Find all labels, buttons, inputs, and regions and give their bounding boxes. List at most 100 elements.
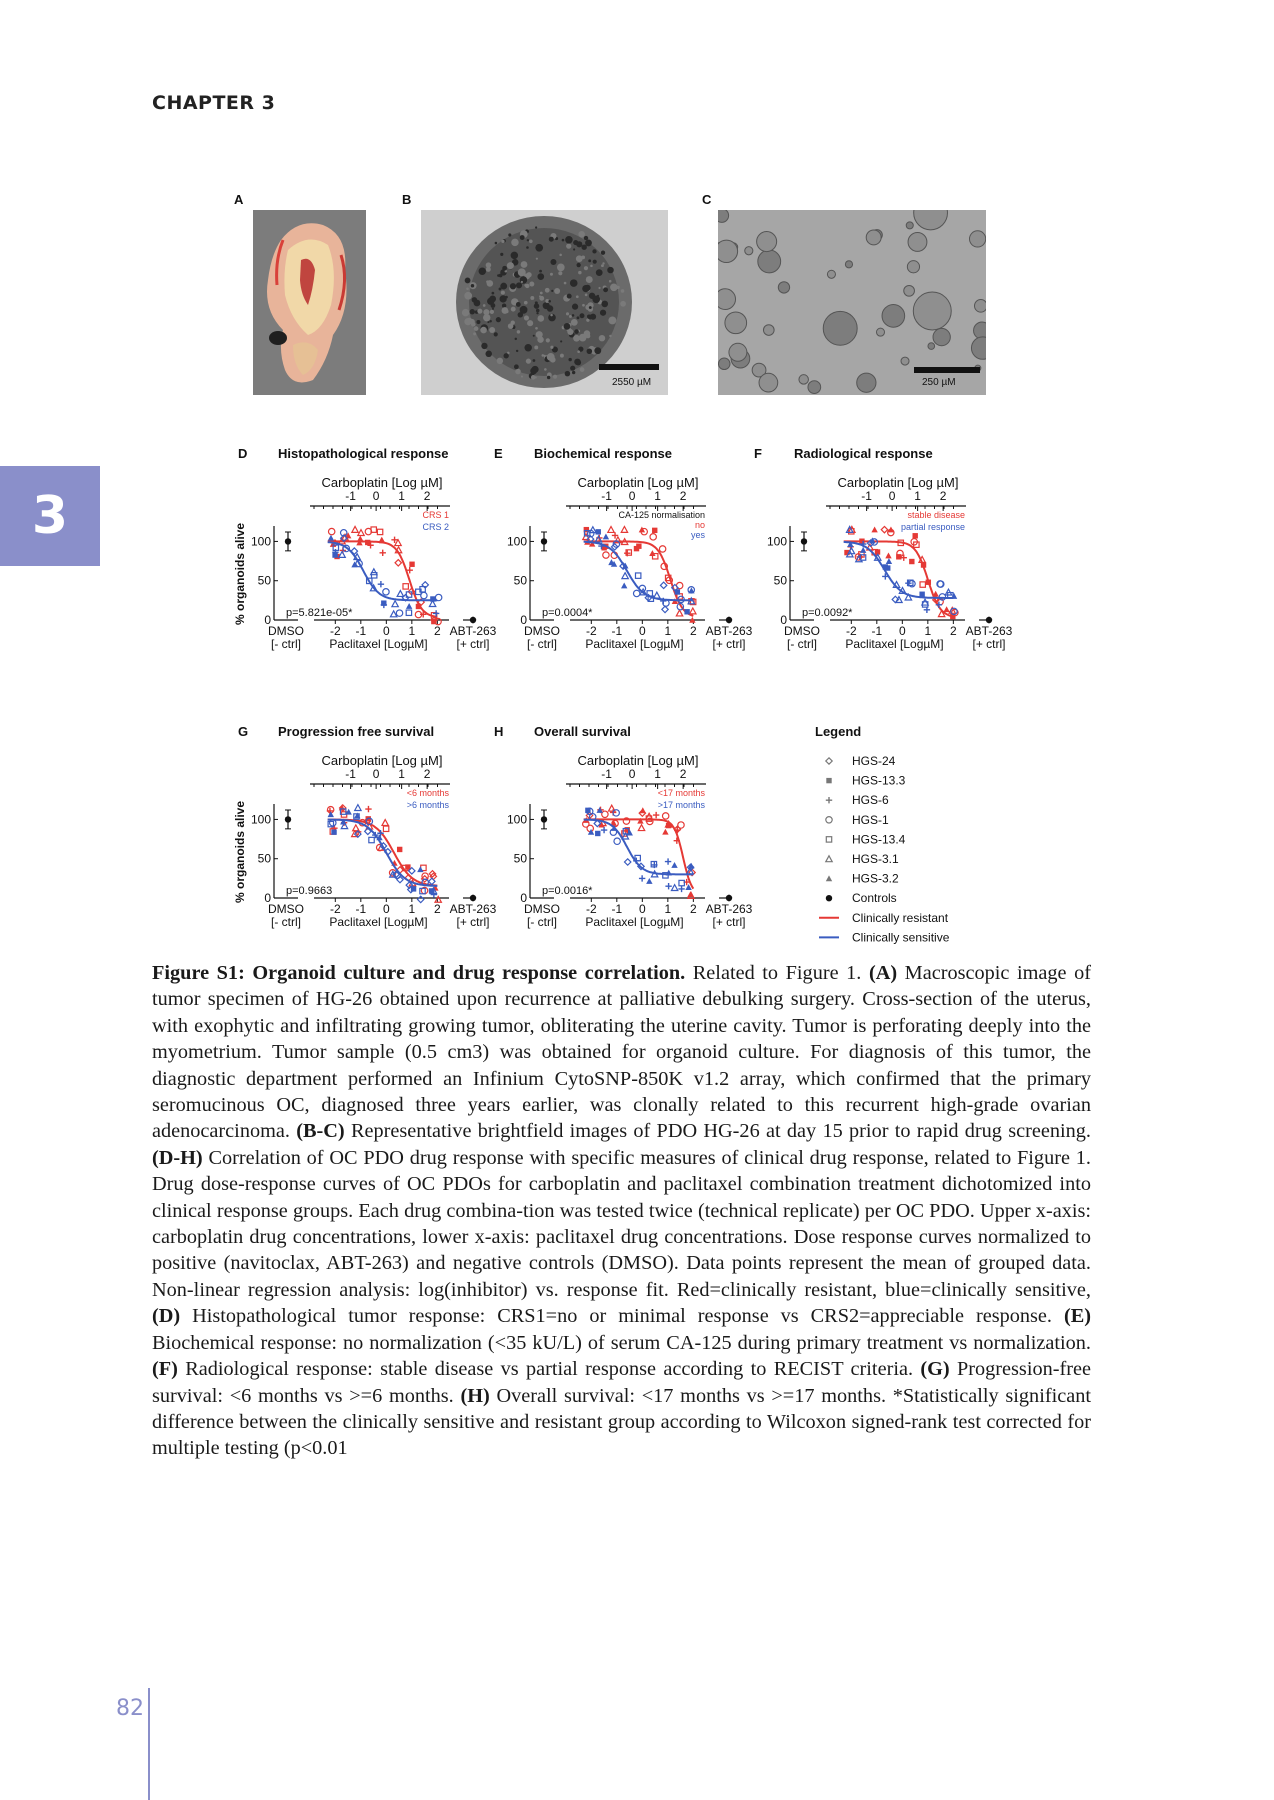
data-point	[357, 535, 364, 542]
data-point	[931, 595, 940, 604]
data-point	[434, 617, 442, 626]
organoid-dot	[496, 357, 504, 365]
data-point	[326, 807, 334, 815]
data-point	[363, 817, 372, 826]
data-point	[650, 860, 658, 868]
bottom-tick-label: 0	[383, 902, 390, 916]
data-point	[919, 581, 927, 588]
tumor-specimen-photo	[253, 210, 366, 395]
data-point	[639, 807, 647, 814]
organoid-dot	[578, 270, 582, 275]
data-point	[865, 542, 875, 551]
data-point	[376, 528, 384, 536]
organoid-dot	[567, 328, 574, 336]
organoid-dot	[581, 244, 587, 250]
data-point	[402, 583, 409, 590]
data-point	[943, 606, 950, 613]
organoid-dot	[505, 309, 509, 314]
top-axis-label: Carboplatin [Log µM]	[578, 753, 699, 768]
organoid-dot	[526, 239, 530, 242]
data-point	[896, 554, 902, 560]
organoid-dot	[608, 316, 617, 325]
organoid-dot	[571, 314, 575, 317]
data-point	[619, 562, 628, 571]
data-point	[331, 829, 337, 835]
organoid-dot	[513, 364, 519, 370]
organoid-dot	[548, 299, 551, 303]
data-point	[910, 537, 919, 546]
dmso-control-point	[540, 816, 548, 823]
data-point	[584, 538, 591, 545]
data-point	[621, 582, 628, 589]
data-point	[429, 872, 438, 881]
data-point	[420, 864, 427, 872]
legend-symbol-circle-filled	[825, 895, 833, 902]
fit-curve-sensitive	[327, 818, 438, 887]
top-tick-label: 1	[398, 767, 405, 781]
data-point	[350, 525, 360, 533]
bottom-tick-label: -2	[846, 624, 857, 638]
data-point	[394, 545, 403, 554]
organoid-dot	[565, 236, 573, 244]
data-point	[364, 527, 373, 536]
data-point	[637, 817, 644, 824]
data-point	[430, 891, 438, 898]
organoid-dot	[498, 287, 502, 291]
organoid-dot	[543, 354, 546, 358]
data-point	[951, 608, 959, 617]
organoid-dot	[517, 268, 526, 277]
caption-panel-ref: (A)	[868, 962, 898, 984]
organoid-dot	[588, 306, 592, 309]
organoid-dot	[535, 243, 544, 252]
data-point	[593, 819, 602, 828]
organoid-dot	[461, 308, 470, 317]
organoid-dot	[552, 374, 558, 379]
organoid-dot	[534, 345, 539, 350]
dmso-sublabel: [- ctrl]	[271, 915, 301, 929]
y-tick-label: 0	[780, 613, 787, 627]
data-point	[433, 895, 443, 903]
data-point	[332, 544, 340, 552]
data-point	[340, 819, 348, 826]
data-point	[393, 538, 403, 547]
data-point	[405, 881, 414, 890]
data-point	[428, 869, 437, 878]
organoid-blob	[744, 246, 754, 256]
legend-entry-resistant: <6 months	[407, 788, 450, 798]
organoid-blob	[718, 357, 731, 371]
data-point	[391, 536, 398, 544]
legend-panel-item: HGS-1	[852, 813, 889, 827]
data-point	[859, 538, 865, 544]
top-tick-label: 0	[629, 767, 636, 781]
data-point	[588, 540, 596, 547]
bottom-tick-label: -1	[611, 902, 622, 916]
data-point	[621, 830, 628, 837]
y-tick-label: 100	[507, 534, 527, 548]
organoid-dot	[523, 315, 530, 321]
organoid-dot	[539, 295, 545, 301]
organoid-dot	[519, 235, 525, 240]
data-point	[634, 854, 641, 862]
data-point	[365, 816, 371, 822]
organoid-dot	[510, 251, 519, 260]
data-point	[396, 589, 405, 598]
organoid-dot	[598, 334, 606, 342]
data-point	[613, 535, 623, 544]
organoid-blob	[875, 327, 886, 337]
organoid-dot	[620, 289, 625, 293]
data-point	[688, 606, 698, 615]
data-point	[429, 615, 439, 624]
data-point	[847, 527, 855, 535]
legend-symbol-plus	[825, 797, 833, 804]
organoid-dot	[535, 331, 543, 339]
data-point	[585, 807, 594, 816]
abt263-sublabel: [+ ctrl]	[712, 637, 745, 651]
organoid-dot	[536, 312, 539, 315]
organoid-dot	[592, 259, 597, 264]
data-point	[365, 539, 371, 546]
p-value-label: p=0.0092*	[802, 607, 853, 619]
data-point	[885, 552, 892, 559]
data-point	[354, 828, 362, 835]
data-point	[600, 826, 608, 834]
data-point	[339, 808, 347, 815]
